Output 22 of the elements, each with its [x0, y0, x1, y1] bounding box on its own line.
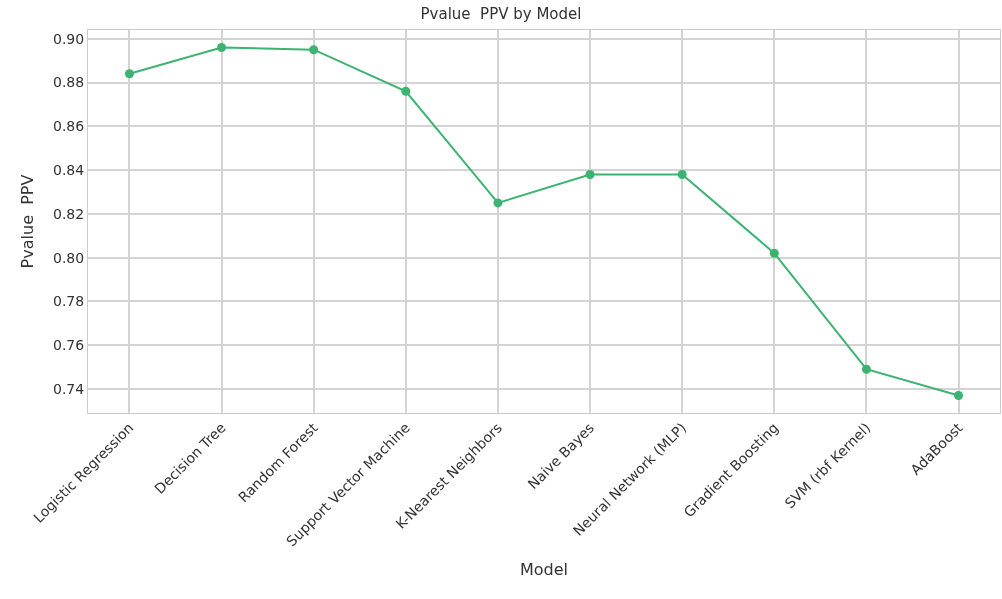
point: [401, 86, 411, 96]
point: [677, 169, 687, 179]
point: [493, 198, 503, 208]
point: [309, 45, 319, 55]
y-tick-label: 0.74: [53, 380, 85, 397]
point: [861, 364, 871, 374]
y-tick-label: 0.84: [53, 161, 85, 178]
point: [769, 248, 779, 258]
y-tick-label: 0.86: [53, 118, 85, 135]
y-tick-label: 0.82: [53, 205, 85, 222]
y-tick-label: 0.90: [53, 30, 85, 47]
point: [954, 390, 964, 400]
y-tick-label: 0.88: [53, 74, 85, 91]
x-axis-title: Model: [519, 559, 569, 579]
y-tick-label: 0.80: [53, 249, 85, 266]
y-tick-label: 0.76: [53, 337, 85, 354]
point: [585, 169, 595, 179]
chart-title: Pvalue PPV by Model: [420, 5, 582, 24]
y-axis-title: Pvalue PPV: [17, 174, 37, 269]
point: [124, 69, 134, 79]
point: [217, 43, 227, 53]
y-tick-label: 0.78: [53, 293, 85, 310]
